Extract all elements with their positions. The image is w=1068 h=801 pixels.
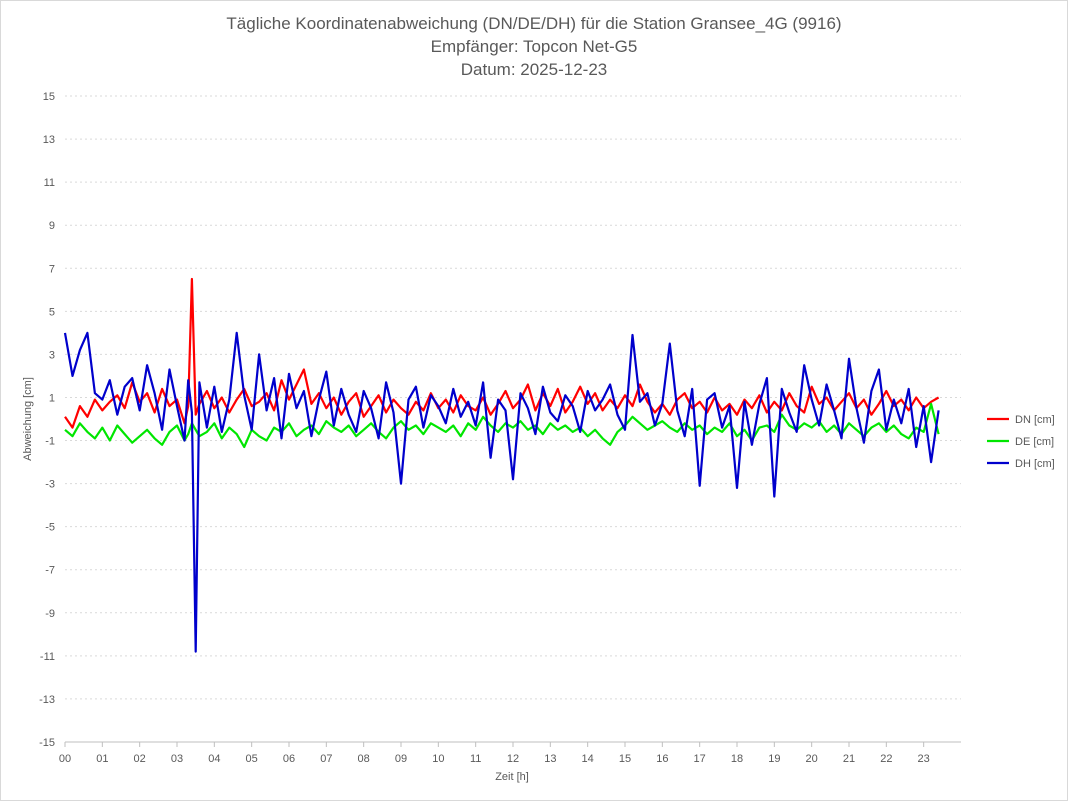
x-tick-labels: 00 01 02 03 04 05 06 07 08 09 10 11 12 13 14 15 16 17 18 19…: [59, 742, 930, 765]
x-tick-label: 18: [731, 753, 743, 765]
y-tick-label: 7: [49, 263, 55, 275]
x-tick-label: 16: [656, 753, 668, 765]
y-tick-label: -13: [39, 694, 55, 706]
y-tick-label: 9: [49, 220, 55, 232]
x-tick-label: 21: [843, 753, 855, 765]
y-tick-label: 3: [49, 349, 55, 361]
y-tick-label: -15: [39, 737, 55, 749]
x-tick-label: 13: [544, 753, 556, 765]
x-axis-label: Zeit [h]: [495, 771, 529, 783]
y-tick-label: 1: [49, 392, 55, 404]
x-tick-label: 05: [246, 753, 258, 765]
x-tick-label: 08: [358, 753, 370, 765]
chart-title-line-1: Tägliche Koordinatenabweichung (DN/DE/DH…: [226, 14, 841, 33]
series-layer: [63, 277, 940, 653]
legend: DN [cm] DE [cm] DH [cm]: [987, 414, 1055, 470]
chart-title-line-2: Empfänger: Topcon Net-G5: [431, 37, 638, 56]
x-tick-label: 14: [582, 753, 594, 765]
y-tick-label: 13: [43, 134, 55, 146]
legend-label-dh: DH [cm]: [1015, 458, 1055, 470]
y-tick-label: 15: [43, 91, 55, 103]
x-tick-label: 02: [134, 753, 146, 765]
x-tick-label: 01: [96, 753, 108, 765]
y-tick-label: -9: [45, 608, 55, 620]
y-tick-label: 5: [49, 306, 55, 318]
x-tick-label: 10: [432, 753, 444, 765]
x-tick-label: 00: [59, 753, 71, 765]
chart-title-line-3: Datum: 2025-12-23: [461, 60, 607, 79]
x-tick-label: 23: [918, 753, 930, 765]
y-tick-label: -11: [40, 651, 55, 663]
y-tick-label: -7: [45, 565, 55, 577]
y-tick-label: -3: [45, 479, 55, 491]
x-tick-label: 07: [320, 753, 332, 765]
y-axis-label: Abweichung [cm]: [22, 377, 34, 461]
y-tick-label: -1: [45, 436, 55, 448]
x-tick-label: 12: [507, 753, 519, 765]
y-tick-label: -5: [45, 522, 55, 534]
x-tick-label: 22: [880, 753, 892, 765]
y-tick-labels: 15 13 11 9 7 5 3 1 -1 -3 -5 -7 -9 -11 -13 -15: [39, 91, 55, 749]
x-tick-label: 06: [283, 753, 295, 765]
x-tick-label: 09: [395, 753, 407, 765]
y-tick-label: 11: [44, 177, 55, 189]
x-tick-label: 03: [171, 753, 183, 765]
legend-label-dn: DN [cm]: [1015, 414, 1055, 426]
x-tick-label: 20: [806, 753, 818, 765]
x-tick-label: 11: [470, 753, 481, 765]
x-tick-label: 17: [694, 753, 706, 765]
series-line-dh: [63, 331, 940, 653]
x-tick-label: 19: [768, 753, 780, 765]
x-tick-label: 15: [619, 753, 631, 765]
legend-label-de: DE [cm]: [1015, 436, 1054, 448]
x-tick-label: 04: [208, 753, 220, 765]
